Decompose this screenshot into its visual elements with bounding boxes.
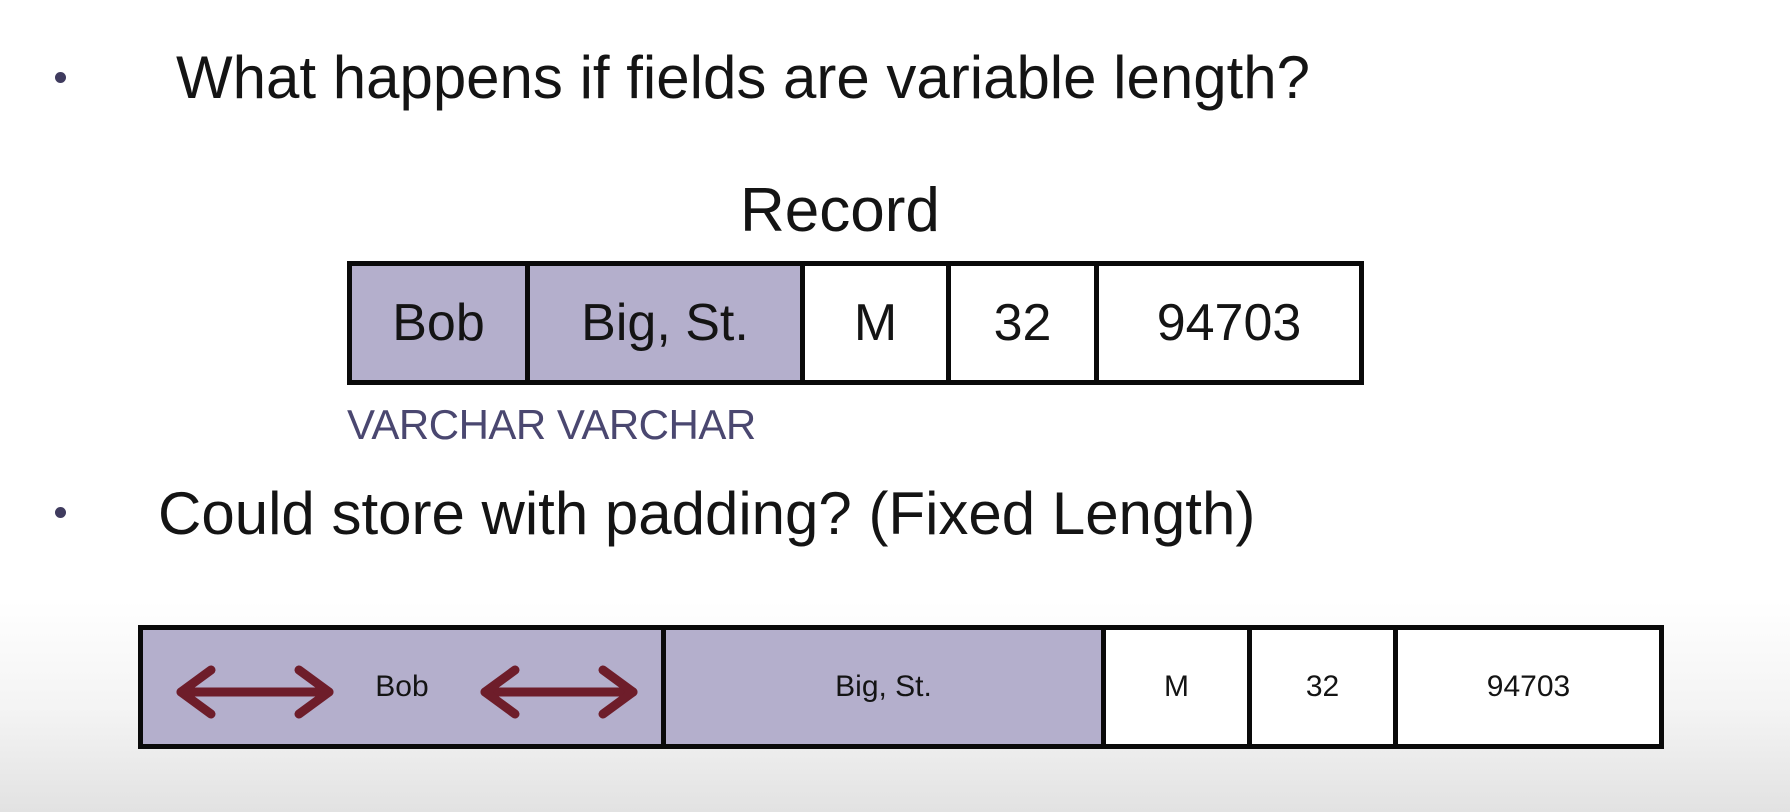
padded-field-age: 32 [1252,630,1398,744]
double-headed-arrow-icon [475,664,643,720]
bullet-text-padding: Could store with padding? (Fixed Length) [158,480,1256,547]
bullet-icon [55,507,66,518]
padded-field-name: Bob [143,630,666,744]
record-field-zip: 94703 [1156,294,1302,352]
padded-field-gender: M [1106,630,1252,744]
bullet-icon [55,72,66,83]
padded-field-name-text: Bob [375,670,429,703]
bullet-text-variable-length: What happens if fields are variable leng… [176,44,1311,111]
record-fixed-length: Bob Big, St. M 32 94703 [138,625,1664,749]
record-field-gender: M [805,266,951,380]
record-field-address: Big, St. [530,266,805,380]
padded-field-address: Big, St. [666,630,1106,744]
padded-field-zip: 94703 [1486,670,1571,703]
double-headed-arrow-icon [171,664,339,720]
record-variable: Bob Big, St. M 32 94703 [347,261,1364,385]
record-field-name: Bob [352,266,530,380]
record-field-age: 32 [951,266,1099,380]
varchar-type-labels: VARCHAR VARCHAR [347,401,756,448]
record-title: Record [740,176,940,245]
